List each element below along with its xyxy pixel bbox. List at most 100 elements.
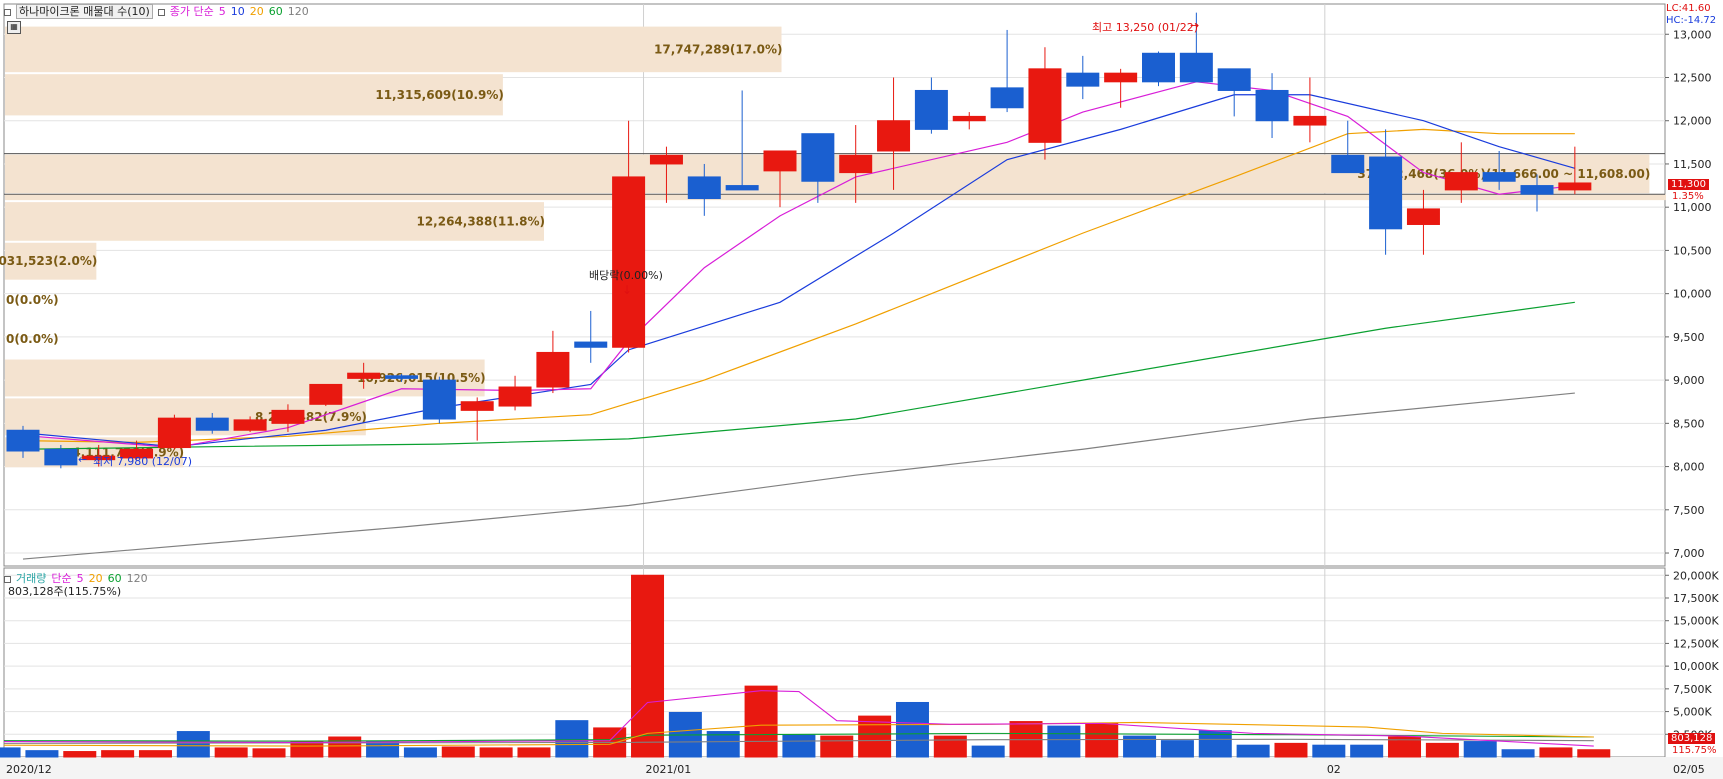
- candle-body: [725, 185, 759, 191]
- volume-bar: [1350, 744, 1384, 758]
- candle-body: [6, 429, 40, 452]
- candle-body: [574, 341, 608, 348]
- candle: [1444, 142, 1478, 203]
- price-ma-line-10: [22, 94, 1576, 448]
- candle-body: [649, 154, 683, 165]
- volume-bar: [744, 685, 778, 758]
- volume-bar: [1198, 730, 1232, 758]
- price-ma-line-60: [22, 301, 1575, 450]
- candle: [422, 376, 456, 424]
- candle: [1293, 77, 1327, 143]
- volume-bar: [0, 747, 21, 758]
- price-ma-line-120: [22, 392, 1575, 560]
- current-price-tag: 11,300: [1668, 179, 1709, 190]
- x-axis-label: 02: [1327, 763, 1341, 776]
- candle-body: [1444, 172, 1478, 191]
- volume-profile-label: 17,747,289(17.0%): [654, 42, 783, 56]
- candle-body: [271, 409, 305, 424]
- candle-body: [1104, 72, 1138, 83]
- candle: [877, 77, 911, 190]
- volume-title[interactable]: 거래량: [16, 572, 47, 585]
- volume-bar: [1388, 736, 1422, 758]
- volume-collapse-icon[interactable]: [4, 575, 11, 583]
- candle: [914, 77, 948, 134]
- candle: [1066, 55, 1100, 100]
- volume-ma-line-20: [4, 721, 1594, 747]
- volume-tick-label: 10,000K: [1673, 660, 1719, 673]
- candle-body: [498, 386, 532, 407]
- volume-bar: [858, 715, 892, 758]
- price-legend: 하나마이크론 매물대 수(10) 종가 단순 5 10 20 60 120: [4, 3, 314, 19]
- volume-ma-20-label: 20: [88, 572, 103, 585]
- candle: [990, 29, 1024, 113]
- volume-bar: [1274, 742, 1308, 758]
- candle-body: [1293, 115, 1327, 126]
- candle: [498, 375, 532, 411]
- volume-bar: [366, 741, 400, 758]
- candle: [839, 125, 873, 203]
- volume-bar: [1539, 747, 1573, 758]
- candle-body: [1142, 52, 1175, 83]
- collapse-icon[interactable]: [4, 8, 11, 16]
- candle: [347, 362, 381, 389]
- candle: [687, 163, 721, 216]
- volume-bar: [214, 747, 248, 758]
- volume-bar: [176, 731, 210, 758]
- candle: [1217, 68, 1251, 117]
- x-axis-label: 2021/01: [646, 763, 692, 776]
- candle-body: [1255, 89, 1289, 122]
- candle: [44, 444, 78, 469]
- candle-body: [1406, 208, 1440, 225]
- x-axis-band: [0, 757, 1723, 779]
- candle-body: [952, 115, 986, 122]
- candle: [157, 414, 191, 450]
- ma-toggle-icon[interactable]: [157, 8, 165, 16]
- candle: [1142, 51, 1175, 87]
- candle: [82, 444, 116, 467]
- candle: [1406, 189, 1440, 255]
- candle-body: [877, 120, 911, 152]
- candle: [1369, 129, 1403, 255]
- volume-bar: [782, 734, 816, 758]
- volume-profile-label: 12,264,388(11.8%): [416, 214, 545, 228]
- candle: [120, 440, 154, 460]
- dividend-arrow-icon: ↓: [622, 283, 633, 297]
- volume-bar: [1312, 744, 1346, 758]
- volume-bar: [1501, 749, 1535, 758]
- volume-bar: [328, 736, 362, 758]
- volume-bar: [1085, 722, 1119, 758]
- candle-body: [347, 372, 381, 379]
- volume-profile-bar: [5, 26, 782, 73]
- candle: [233, 416, 267, 432]
- candle: [1558, 146, 1592, 195]
- x-axis-label: 02/05: [1673, 763, 1705, 776]
- volume-bar: [101, 750, 135, 758]
- candle: [536, 330, 570, 394]
- low-arrow-icon: ←: [78, 453, 88, 466]
- volume-tick-label: 15,000K: [1673, 615, 1719, 628]
- volume-bar: [1463, 741, 1497, 758]
- candle: [1482, 150, 1516, 190]
- candle: [1028, 47, 1062, 160]
- volume-bar: [1236, 744, 1270, 758]
- volume-bar: [25, 750, 59, 758]
- candle-body: [763, 150, 797, 172]
- candle-body: [1217, 68, 1251, 91]
- grid-toggle-icon[interactable]: ▦: [7, 21, 21, 34]
- indicator-title[interactable]: 하나마이크론 매물대 수(10): [16, 4, 153, 19]
- volume-bar: [290, 741, 324, 758]
- candle-body: [82, 455, 116, 461]
- candle-body: [687, 176, 721, 200]
- volume-tick-label: 20,000K: [1673, 569, 1719, 582]
- candle-body: [1066, 72, 1100, 87]
- price-tick-label: 12,000: [1673, 115, 1712, 128]
- volume-ma-60-label: 60: [107, 572, 122, 585]
- current-volume-change: 115.75%: [1672, 745, 1717, 756]
- volume-bar: [252, 748, 286, 758]
- volume-bar: [1160, 740, 1194, 758]
- candle: [649, 146, 683, 203]
- volume-ma-prefix: 단순: [51, 572, 72, 585]
- volume-bar: [1123, 735, 1157, 758]
- volume-bar: [1425, 742, 1459, 758]
